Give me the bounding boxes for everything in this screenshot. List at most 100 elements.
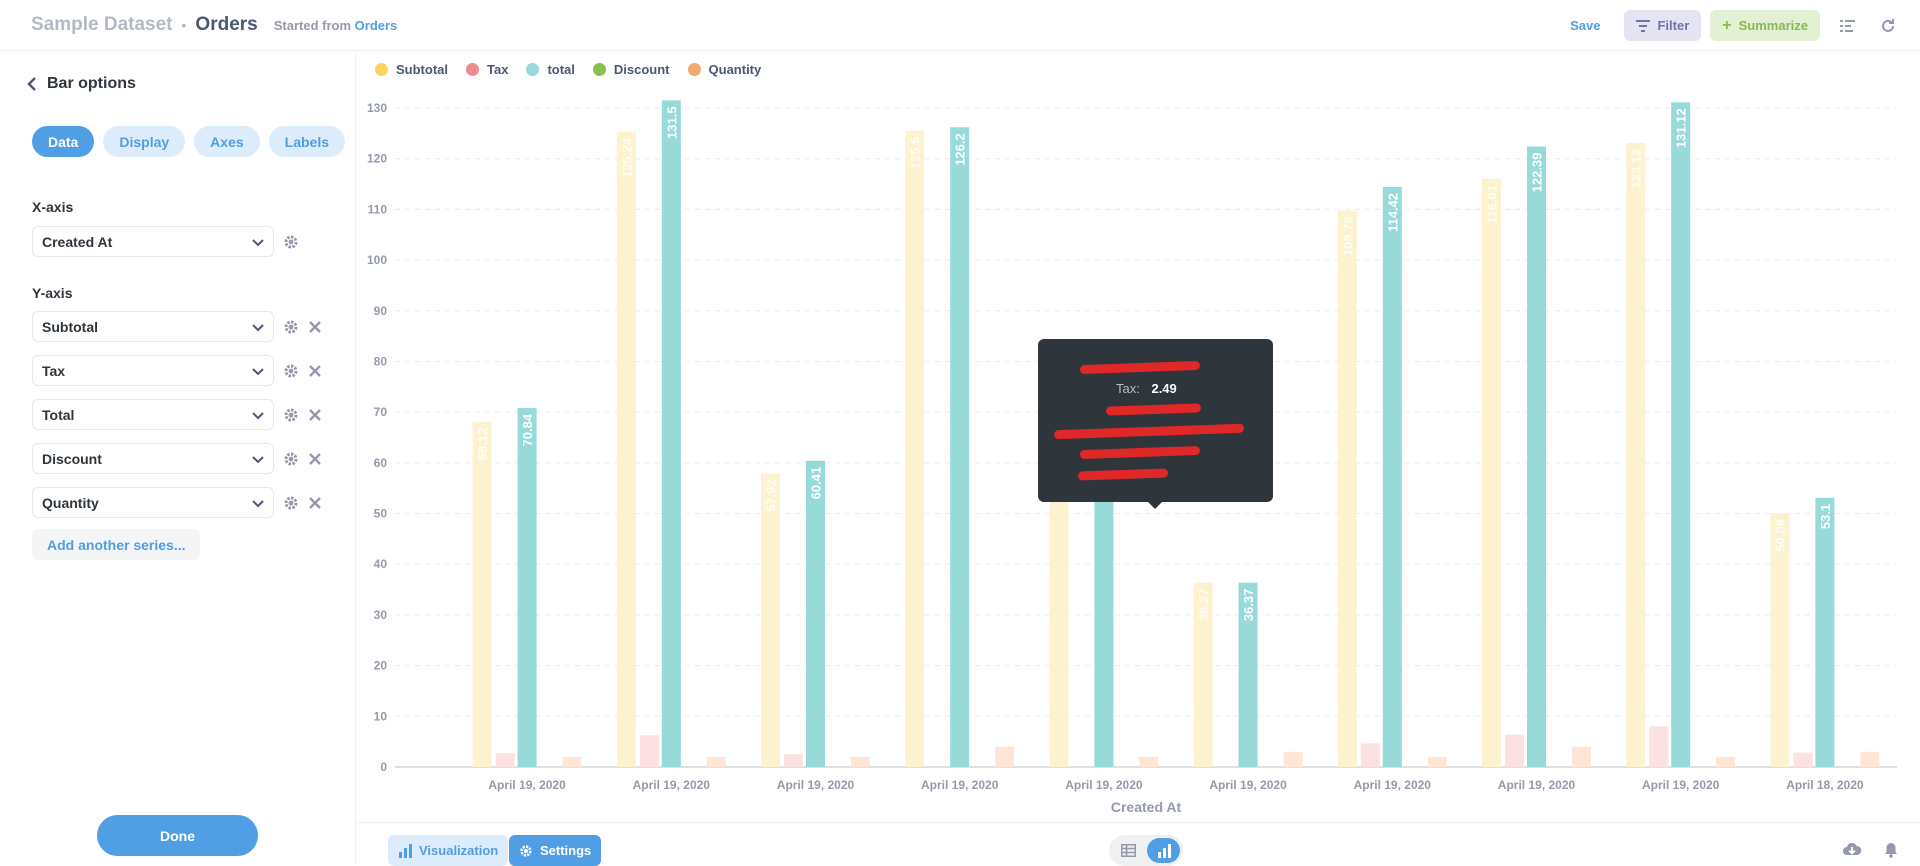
filter-label: Filter <box>1657 18 1690 33</box>
x-axis-heading: X-axis <box>32 199 74 215</box>
legend-dot <box>466 63 479 76</box>
bar-subtotal <box>1770 513 1790 767</box>
bar-total <box>1527 146 1546 767</box>
settings-button[interactable]: Settings <box>509 835 602 866</box>
download-icon[interactable] <box>1841 839 1863 861</box>
filter-icon <box>1636 19 1651 32</box>
close-icon[interactable] <box>306 362 324 380</box>
y-series-select[interactable]: Discount <box>32 443 274 474</box>
gear-icon[interactable] <box>282 406 300 424</box>
close-icon[interactable] <box>306 494 324 512</box>
y-series-select[interactable]: Quantity <box>32 487 274 518</box>
chevron-down-icon <box>252 412 264 420</box>
add-series-button[interactable]: Add another series... <box>32 529 201 560</box>
close-icon[interactable] <box>306 450 324 468</box>
filter-button[interactable]: Filter <box>1624 10 1702 41</box>
save-button[interactable]: Save <box>1570 18 1601 33</box>
database-breadcrumb[interactable]: Sample Dataset <box>31 14 173 35</box>
done-button[interactable]: Done <box>97 815 258 856</box>
tooltip-row-tax: Tax: 2.49 <box>1116 381 1177 396</box>
visualization-button[interactable]: Visualization <box>388 835 509 866</box>
y-tick-label: 80 <box>374 354 388 368</box>
tab-display[interactable]: Display <box>103 126 186 157</box>
y-tick-label: 10 <box>374 709 388 723</box>
legend-label: Discount <box>613 62 670 77</box>
gear-icon[interactable] <box>282 362 300 380</box>
question-title[interactable]: Orders <box>195 14 258 35</box>
bar-subtotal <box>1626 142 1646 767</box>
x-tick-label: April 18, 2020 <box>1786 778 1864 792</box>
tab-axes[interactable]: Axes <box>194 126 260 157</box>
bar-quantity <box>1139 756 1159 767</box>
gear-icon[interactable] <box>282 318 300 336</box>
breadcrumb-separator: • <box>181 17 187 33</box>
gear-icon[interactable] <box>282 450 300 468</box>
y-tick-label: 50 <box>374 507 388 521</box>
tab-data[interactable]: Data <box>32 126 95 157</box>
redaction-mark <box>1079 445 1201 460</box>
back-to-options[interactable]: Bar options <box>27 75 136 93</box>
y-series-select[interactable]: Subtotal <box>32 311 274 342</box>
legend-item-subtotal[interactable]: Subtotal <box>375 62 448 77</box>
y-tick-label: 40 <box>374 557 388 571</box>
bar-total <box>806 460 825 767</box>
bar-quantity <box>1716 756 1736 767</box>
bar-subtotal <box>905 130 925 768</box>
gear-icon <box>520 844 532 857</box>
legend-item-quantity[interactable]: Quantity <box>687 62 762 77</box>
gear-icon[interactable] <box>282 233 300 251</box>
legend-label: Quantity <box>708 62 762 77</box>
legend-label: total <box>547 62 575 77</box>
redaction-mark <box>1079 360 1201 375</box>
y-series-select[interactable]: Tax <box>32 355 274 386</box>
summarize-label: Summarize <box>1738 18 1808 33</box>
bell-icon[interactable] <box>1880 839 1902 861</box>
data-label: 122.39 <box>1530 153 1545 193</box>
legend-item-tax[interactable]: Tax <box>466 62 508 77</box>
legend-label: Subtotal <box>396 62 448 77</box>
summarize-button[interactable]: + Summarize <box>1710 10 1820 41</box>
x-axis-select[interactable]: Created At <box>32 226 274 257</box>
view-toggle <box>1109 835 1183 866</box>
data-label: 36.37 <box>1196 589 1211 622</box>
close-icon[interactable] <box>306 318 324 336</box>
x-tick-label: April 19, 2020 <box>777 778 855 792</box>
close-icon[interactable] <box>306 406 324 424</box>
bar-total <box>1382 186 1402 767</box>
header-actions: Save Filter + Summarize <box>1570 10 1900 41</box>
legend-item-discount[interactable]: Discount <box>592 62 670 77</box>
bar-tax <box>1360 743 1380 767</box>
notebook-icon[interactable] <box>1836 14 1860 38</box>
bar-subtotal <box>1482 178 1501 767</box>
chart-view-icon[interactable] <box>1147 838 1180 863</box>
bar-quantity <box>1283 751 1303 767</box>
redaction-mark <box>1077 468 1169 481</box>
bar-total <box>661 100 681 768</box>
y-tick-label: 60 <box>374 456 388 470</box>
refresh-icon[interactable] <box>1876 14 1900 38</box>
data-label: 68.12 <box>475 428 490 461</box>
chart-legend: Subtotal Tax total Discount Quantity <box>375 62 779 77</box>
chevron-down-icon <box>252 500 264 508</box>
data-label: 57.92 <box>764 479 779 512</box>
x-tick-label: April 19, 2020 <box>488 778 566 792</box>
settings-label: Settings <box>540 843 592 858</box>
gear-icon[interactable] <box>282 494 300 512</box>
plus-icon: + <box>1722 16 1732 34</box>
tooltip-key: Tax: <box>1116 381 1140 396</box>
table-view-icon[interactable] <box>1112 838 1145 863</box>
bar-subtotal <box>472 421 492 767</box>
origin-link[interactable]: Orders <box>354 17 398 33</box>
legend-label: Tax <box>487 62 509 77</box>
tab-labels[interactable]: Labels <box>268 126 345 157</box>
data-label: 114.42 <box>1385 193 1400 232</box>
y-series-value: Total <box>42 406 75 423</box>
data-label: 50.09 <box>1773 519 1788 552</box>
data-label: 131.12 <box>1674 108 1689 148</box>
legend-item-total[interactable]: total <box>526 62 575 77</box>
origin-text: Started from Orders <box>274 18 398 33</box>
x-tick-label: April 19, 2020 <box>1498 778 1576 792</box>
y-series-value: Quantity <box>42 494 99 511</box>
y-series-select[interactable]: Total <box>32 399 274 430</box>
data-label: 36.37 <box>1241 589 1256 622</box>
